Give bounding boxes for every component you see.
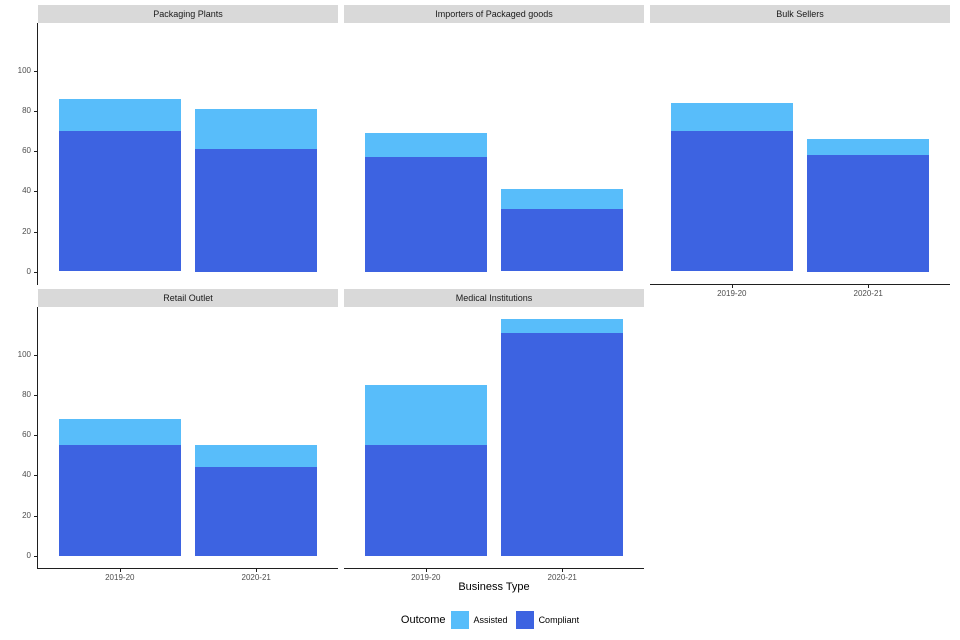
bar-segment-compliant-2019-20 xyxy=(364,445,488,556)
y-tick-label: 60 xyxy=(22,430,31,440)
bar-segment-compliant-2020-21 xyxy=(194,467,318,556)
bar-segment-assisted-2020-21 xyxy=(194,445,318,468)
bar-segment-compliant-2020-21 xyxy=(194,149,318,272)
y-tick xyxy=(34,395,37,397)
y-tick-label: 100 xyxy=(17,66,31,76)
bar-segment-compliant-2019-20 xyxy=(364,157,488,272)
y-tick xyxy=(34,355,37,357)
x-tick-label: 2019-20 xyxy=(105,573,135,582)
y-tick xyxy=(34,191,37,193)
y-tick xyxy=(34,435,37,437)
facet-strip: Retail Outlet xyxy=(38,289,338,307)
bar-segment-compliant-2020-21 xyxy=(500,333,624,556)
y-tick xyxy=(34,71,37,73)
x-tick xyxy=(256,569,258,572)
y-tick-label: 0 xyxy=(26,550,31,560)
x-axis-title: Business Type xyxy=(458,581,530,593)
legend-swatch-compliant xyxy=(515,611,534,629)
bar-segment-compliant-2020-21 xyxy=(500,209,624,272)
bar-segment-assisted-2019-20 xyxy=(364,133,488,158)
bar-segment-compliant-2019-20 xyxy=(670,131,794,272)
y-axis-line xyxy=(37,307,38,569)
x-tick xyxy=(868,285,870,288)
bar-segment-assisted-2019-20 xyxy=(670,103,794,132)
x-tick-label: 2019-20 xyxy=(411,573,441,582)
legend-title: Outcome xyxy=(400,614,446,626)
facet-strip-label: Packaging Plants xyxy=(153,9,223,19)
y-tick xyxy=(34,151,37,153)
y-tick-label: 40 xyxy=(22,186,31,196)
y-tick-label: 60 xyxy=(22,146,31,156)
y-tick xyxy=(34,231,37,233)
bar-segment-compliant-2019-20 xyxy=(58,445,182,556)
y-tick xyxy=(34,475,37,477)
legend: Outcome Assisted Compliant xyxy=(38,608,950,632)
facet-strip-label: Retail Outlet xyxy=(163,293,213,303)
bar-segment-assisted-2020-21 xyxy=(500,189,624,210)
y-tick-label: 20 xyxy=(22,226,31,236)
y-tick-label: 100 xyxy=(17,350,31,360)
facet-strip-label: Medical Institutions xyxy=(455,293,533,303)
y-tick xyxy=(34,515,37,517)
x-axis-line xyxy=(344,568,644,569)
x-tick-label: 2020-21 xyxy=(853,289,883,298)
facet-strip: Importers of Packaged goods xyxy=(344,5,644,23)
y-tick-label: 0 xyxy=(26,266,31,276)
x-tick xyxy=(119,569,121,572)
facet-strip: Packaging Plants xyxy=(38,5,338,23)
bar-segment-assisted-2020-21 xyxy=(194,109,318,150)
bar-segment-assisted-2020-21 xyxy=(806,139,930,156)
legend-label-assisted: Assisted xyxy=(473,615,508,625)
x-tick xyxy=(731,285,733,288)
bar-segment-compliant-2019-20 xyxy=(58,131,182,272)
y-tick-label: 20 xyxy=(22,510,31,520)
facet-strip: Medical Institutions xyxy=(344,289,644,307)
y-tick-label: 80 xyxy=(22,106,31,116)
bar-segment-assisted-2019-20 xyxy=(58,99,182,132)
legend-swatch-assisted xyxy=(450,611,469,629)
x-tick-label: 2019-20 xyxy=(717,289,747,298)
y-tick-label: 40 xyxy=(22,470,31,480)
x-tick-label: 2020-21 xyxy=(547,573,577,582)
y-tick xyxy=(34,111,37,113)
y-tick-label: 80 xyxy=(22,390,31,400)
bar-segment-compliant-2020-21 xyxy=(806,155,930,272)
x-axis-line xyxy=(650,284,950,285)
x-tick xyxy=(562,569,564,572)
legend-label-compliant: Compliant xyxy=(538,615,580,625)
x-axis-line xyxy=(37,568,338,569)
x-tick-label: 2020-21 xyxy=(241,573,271,582)
bar-segment-assisted-2020-21 xyxy=(500,319,624,333)
bar-segment-assisted-2019-20 xyxy=(58,419,182,446)
y-tick xyxy=(34,555,37,557)
facet-strip-label: Importers of Packaged goods xyxy=(435,9,553,19)
x-tick xyxy=(425,569,427,572)
facet-strip: Bulk Sellers xyxy=(650,5,950,23)
y-tick xyxy=(34,271,37,273)
y-axis-line xyxy=(37,23,38,285)
facet-strip-label: Bulk Sellers xyxy=(776,9,824,19)
bar-segment-assisted-2019-20 xyxy=(364,385,488,446)
